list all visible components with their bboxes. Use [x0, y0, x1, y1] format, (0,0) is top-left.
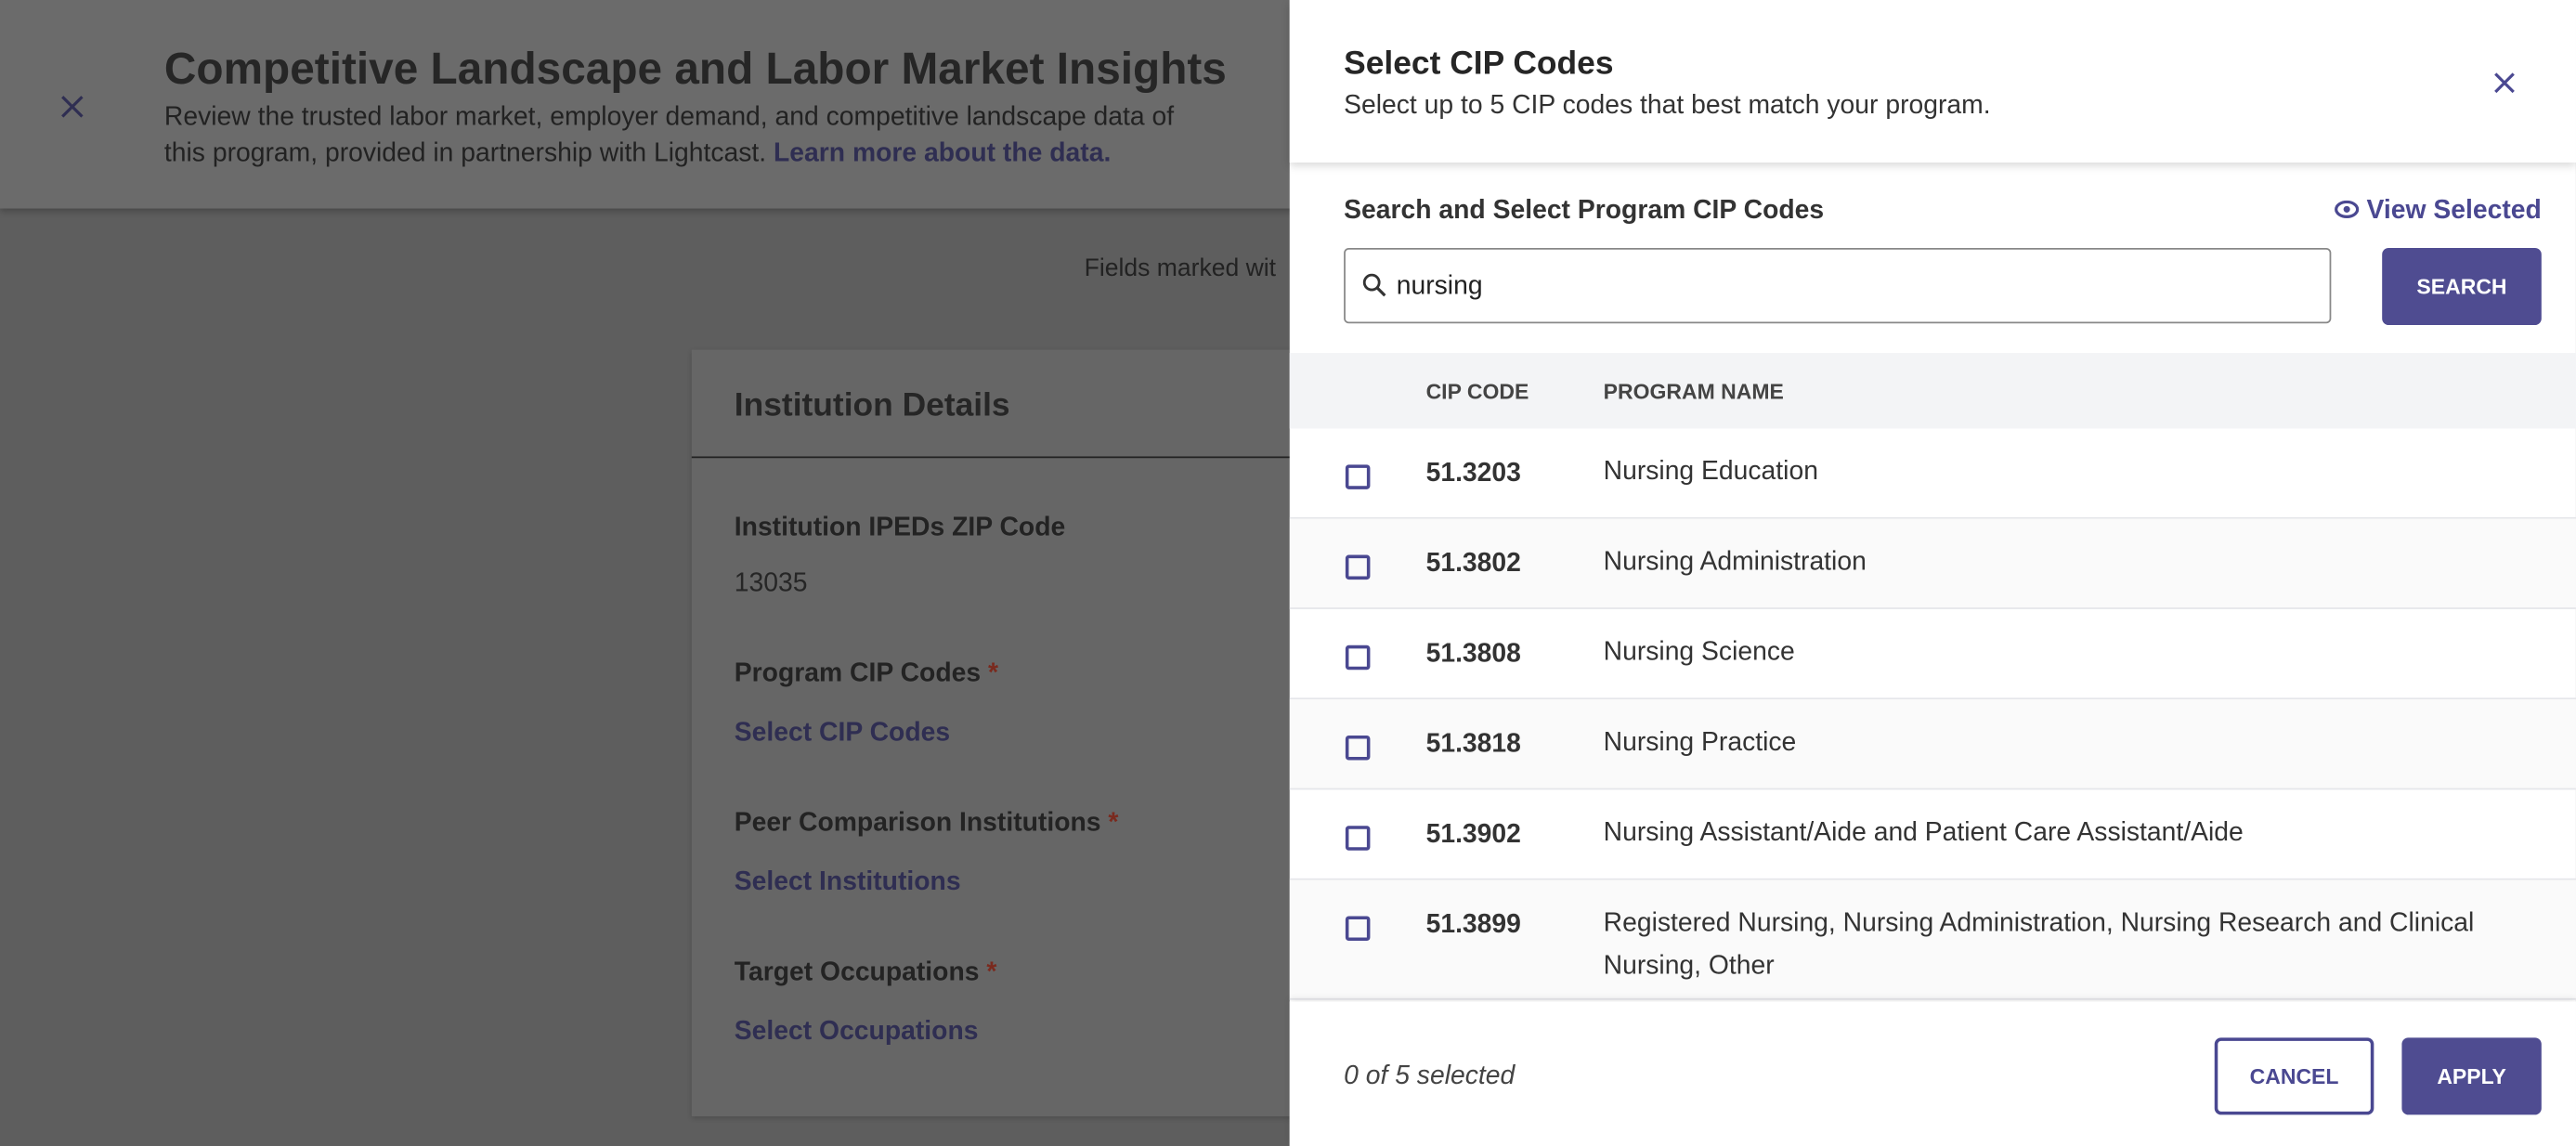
- cancel-button[interactable]: CANCEL: [2214, 1037, 2374, 1115]
- search-icon: [1362, 273, 1386, 297]
- selected-count: 0 of 5 selected: [1344, 1061, 1516, 1090]
- cip-code: 51.3902: [1425, 820, 1521, 850]
- card-title: Institution Details: [734, 387, 1010, 424]
- program-name: Nursing Administration: [1603, 548, 1867, 577]
- search-label: Search and Select Program CIP Codes: [1344, 197, 1825, 226]
- table-row: 51.3802 Nursing Administration: [1289, 518, 2576, 609]
- required-mark: *: [1108, 809, 1119, 838]
- checkbox[interactable]: [1345, 464, 1371, 489]
- view-selected[interactable]: View Selected: [2334, 197, 2542, 227]
- close-icon[interactable]: [60, 96, 84, 119]
- field-label: Target Occupations *: [735, 958, 997, 988]
- checkbox[interactable]: [1345, 736, 1371, 761]
- page-title: Competitive Landscape and Labor Market I…: [163, 44, 1227, 94]
- checkbox[interactable]: [1345, 826, 1371, 851]
- search-input[interactable]: nursing: [1344, 247, 2332, 324]
- learn-more-link[interactable]: Learn more about the data.: [773, 139, 1112, 168]
- required-mark: *: [987, 659, 999, 688]
- table-row: 51.3203 Nursing Education: [1289, 428, 2576, 519]
- required-mark: *: [986, 958, 997, 987]
- checkbox[interactable]: [1345, 554, 1371, 580]
- program-name: Nursing Science: [1603, 638, 1795, 667]
- field-link[interactable]: Select Institutions: [734, 868, 961, 897]
- fields-note: Fields marked wit: [1084, 254, 1277, 283]
- description: Review the trusted labor market, employe…: [163, 103, 1175, 132]
- view-selected-text: View Selected: [2366, 197, 2542, 226]
- description: this program, provided in partnership wi…: [163, 139, 767, 168]
- cip-code: 51.3808: [1425, 640, 1521, 669]
- eye-icon: [2334, 200, 2359, 218]
- divider: [691, 456, 1349, 459]
- cip-code: 51.3203: [1425, 460, 1521, 488]
- search-value: nursing: [1396, 272, 1483, 301]
- search-button[interactable]: SEARCH: [2382, 247, 2542, 326]
- label-text: Peer Comparison Institutions: [734, 809, 1101, 838]
- field-label: Program CIP Codes *: [735, 660, 998, 690]
- program-name: Registered Nursing, Nursing Administrati…: [1603, 909, 2475, 981]
- column-header: PROGRAM NAME: [1603, 379, 1784, 404]
- cip-code: 51.3818: [1425, 730, 1521, 759]
- field-link[interactable]: Select CIP Codes: [734, 719, 951, 748]
- modal-footer: 0 of 5 selected CANCEL APPLY: [1289, 1001, 2576, 1146]
- card: Institution Details Institution IPEDs ZI…: [691, 349, 1349, 1117]
- table-row: 51.3899 Registered Nursing, Nursing Admin…: [1289, 879, 2576, 1000]
- table-row: 51.3902 Nursing Assistant/Aide and Patien…: [1289, 789, 2576, 880]
- field-label: Peer Comparison Institutions *: [735, 810, 1119, 840]
- modal-panel: Select CIP Codes Select up to 5 CIP code…: [1289, 0, 2576, 1146]
- checkbox[interactable]: [1345, 916, 1371, 942]
- field-label: Institution IPEDs ZIP Code: [734, 514, 1066, 542]
- modal-header: Select CIP Codes Select up to 5 CIP code…: [1289, 0, 2576, 163]
- modal-subtitle: Select up to 5 CIP codes that best match…: [1344, 92, 1991, 121]
- table-header: CIP CODE PROGRAM NAME: [1289, 353, 2576, 429]
- table-body: 51.3203 Nursing Education 51.3802 Nursing A…: [1289, 428, 2576, 1001]
- label-text: Program CIP Codes: [734, 659, 982, 688]
- field-link[interactable]: Select Occupations: [734, 1018, 979, 1047]
- close-icon[interactable]: [2493, 72, 2515, 94]
- apply-button[interactable]: APPLY: [2401, 1037, 2542, 1115]
- modal-title: Select CIP Codes: [1344, 46, 1614, 83]
- field-value: 13035: [734, 569, 808, 598]
- column-header: CIP CODE: [1425, 379, 1529, 404]
- program-name: Nursing Education: [1603, 458, 1818, 487]
- label-text: Target Occupations: [734, 958, 980, 987]
- program-name: Nursing Assistant/Aide and Patient Care …: [1603, 819, 2244, 848]
- table-row: 51.3818 Nursing Practice: [1289, 699, 2576, 790]
- cip-code: 51.3899: [1425, 911, 1521, 940]
- checkbox[interactable]: [1345, 645, 1371, 671]
- description: this program, provided in partnership wi…: [164, 139, 1111, 169]
- table-row: 51.3808 Nursing Science: [1289, 609, 2576, 700]
- program-name: Nursing Practice: [1603, 728, 1797, 758]
- cip-code: 51.3802: [1425, 550, 1521, 579]
